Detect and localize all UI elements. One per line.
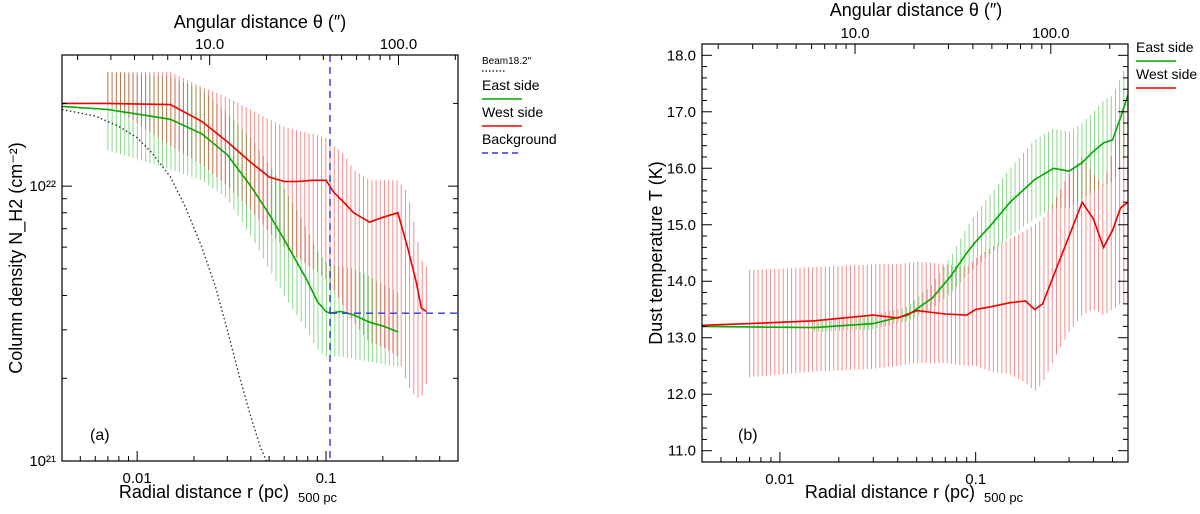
legend-label-background: Background	[482, 131, 557, 147]
west-side-line	[62, 102, 427, 313]
west-side-line	[702, 200, 1128, 327]
panel-b-y-axis-title: Dust temperature T (K)	[646, 161, 666, 344]
panel-a-panel-label: (a)	[90, 427, 110, 444]
west-side-error-bars	[749, 94, 1128, 391]
x2-tick-label: 100.0	[380, 36, 418, 53]
x-tick-label: 0.01	[765, 471, 794, 488]
panel-a-column-density: 0.01 0.1 10.0 100.0 10²¹ 10²² Angular distanc…	[6, 12, 557, 505]
east-side-line	[702, 94, 1128, 329]
x2-tick-label: 10.0	[195, 36, 224, 53]
y-tick-label: 11.0	[668, 443, 696, 460]
panel-a-bottom-axis-note: 500 pc	[298, 490, 338, 505]
x-tick-label: 0.01	[123, 470, 152, 487]
panel-b-bottom-axis-note: 500 pc	[984, 490, 1024, 505]
y-tick-label: 18.0	[667, 47, 696, 64]
panel-b-bottom-axis-title: Radial distance r (pc) 500 pc	[805, 482, 1024, 505]
panel-b-dust-temperature: 0.01 0.1 10.0 100.0 11.0 12.0 13.0 14.0 15.0 16.0…	[646, 0, 1197, 505]
y-tick-label: 17.0	[667, 104, 696, 121]
panel-b-ticks: 0.01 0.1 10.0 100.0 11.0 12.0 13.0 14.0 15.0 16.0…	[667, 25, 1128, 488]
panel-b-panel-label: (b)	[738, 427, 758, 444]
east-side-error-bars	[813, 60, 1128, 333]
panel-a-ticks: 0.01 0.1 10.0 100.0 10²¹ 10²²	[29, 36, 459, 487]
panel-a-y-axis-title: Column density N_H2 (cm⁻²)	[6, 142, 27, 374]
legend-label-west-side: West side	[482, 104, 543, 120]
x2-tick-label: 10.0	[840, 25, 869, 42]
x-tick-label: 0.1	[965, 471, 986, 488]
panel-b-frame	[701, 43, 1129, 463]
y-tick-label: 10²²	[29, 178, 56, 195]
y-tick-label: 16.0	[667, 160, 696, 177]
y-tick-label: 14.0	[667, 273, 696, 290]
panel-b-top-axis-title: Angular distance θ (″)	[830, 0, 1002, 20]
panel-a-plot-area	[62, 55, 458, 461]
legend-label-east-side: East side	[1136, 39, 1194, 55]
panel-b-legend: East side West side	[1136, 39, 1197, 89]
legend-label-west-side: West side	[1136, 66, 1197, 82]
x2-tick-label: 100.0	[1032, 25, 1070, 42]
panel-a-bottom-axis-title: Radial distance r (pc) 500 pc	[119, 482, 338, 505]
panel-a-top-axis-title: Angular distance θ (″)	[174, 12, 346, 32]
panel-b-bottom-axis-label: Radial distance r (pc)	[805, 482, 975, 502]
legend-label-east-side: East side	[482, 77, 540, 93]
east-side-line	[62, 105, 399, 333]
y-tick-label: 15.0	[667, 217, 696, 234]
panel-a-legend: Beam18.2″ East side West side Background	[482, 56, 557, 154]
y-tick-label: 10²¹	[29, 453, 56, 470]
x-tick-label: 0.1	[316, 470, 337, 487]
background-lines	[329, 55, 458, 461]
y-tick-label: 13.0	[667, 330, 696, 347]
y-tick-label: 12.0	[667, 386, 696, 403]
legend-label-beam18-2: Beam18.2″	[482, 56, 532, 67]
panel-b-plot-area	[702, 60, 1128, 391]
panel-a-frame	[61, 54, 459, 462]
panel-a-bottom-axis-label: Radial distance r (pc)	[119, 482, 289, 502]
